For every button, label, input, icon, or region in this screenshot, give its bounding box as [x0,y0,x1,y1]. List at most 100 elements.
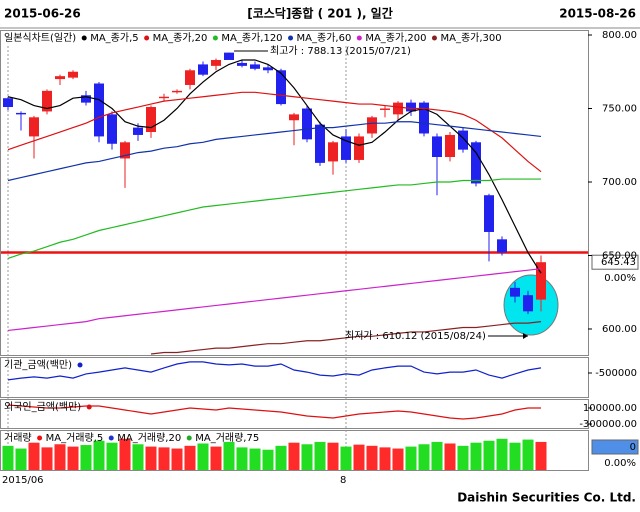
volume-bar [327,442,339,470]
legend-dot [108,435,114,441]
candle-body [445,134,455,158]
volume-panel [0,430,589,471]
volume-bar [418,444,430,470]
candle-body [523,295,533,312]
volume-bar [236,447,248,470]
candle-body [510,287,520,297]
legend-dot [37,435,43,441]
volume-bar [41,447,53,470]
legend-dot [144,35,150,41]
panel-title: 기관_금액(백만) [4,359,72,371]
volume-bar [54,444,66,470]
candle-body [42,90,52,112]
candle-body [471,142,481,184]
candle-body [185,70,195,85]
y-tick-label: 650.00 [602,250,637,261]
legend-dot [186,435,192,441]
annotation: 최고가 : 788.13 (2015/07/21) [270,45,411,57]
volume-bar [392,448,404,470]
ma-line [7,268,542,332]
legend-label: MA_거래량,5 [46,432,104,444]
y-tick-label: 700.00 [602,177,637,188]
volume-bar [431,441,443,470]
volume-bar [457,445,469,470]
candle-body [250,64,260,69]
candle-body [328,142,338,162]
volume-bar [15,448,27,470]
candle-body [393,102,403,115]
value-box [591,439,639,455]
candle-body [406,102,416,112]
volume-bar [145,446,157,470]
panel-title: 외국인_금액(백만) [4,401,81,413]
volume-bar [340,446,352,470]
volume-bar [379,447,391,470]
legend-label: MA_거래량,75 [195,432,259,444]
candle-body [302,108,312,140]
volume-bar [496,438,508,470]
change-label: 0.00% [604,273,636,284]
start-date: 2015-06-26 [4,7,81,21]
volume-bar [28,442,40,470]
value-box-label: 0 [630,442,636,453]
volume-bar [262,449,274,470]
volume-bar [405,446,417,470]
arrow-head [523,333,528,339]
candle-body [237,62,247,66]
volume-bar [93,440,105,470]
volume-bar [132,444,144,470]
footer: Daishin Securities Co. Ltd. [457,491,636,505]
volume-bar [444,443,456,470]
candle-body [419,102,429,134]
legend-dot [77,362,83,368]
volume-bar [249,448,261,470]
value-box-label: 645.43 [601,257,636,268]
volume-bar [470,442,482,470]
volume-bar [522,439,534,470]
volume-bar [197,443,209,470]
x-tick-label: 2015/06 [2,475,44,486]
end-date: 2015-08-26 [559,7,636,21]
ma-line [7,121,542,182]
candle-body [432,136,442,158]
volume-bar [301,444,313,470]
legend-label: MA_종가,5 [90,32,138,44]
volume-bar [483,440,495,470]
volume-bar [119,438,131,470]
candle-body [367,117,377,134]
candle-body [263,67,273,71]
ma-line [7,91,542,173]
foreign-panel [0,399,589,429]
change-label: 0.00% [604,458,636,469]
y-tick-label: 600.00 [602,324,637,335]
line [7,361,542,381]
panel-title: 거래량 [4,432,32,444]
legend-dot [431,35,437,41]
candle-body [497,239,507,253]
volume-bar [353,444,365,470]
line [7,404,541,420]
volume-bar [106,442,118,470]
candle-body [55,76,65,80]
candle-body [458,130,468,150]
volume-bar [314,441,326,470]
chart-title: [코스닥]종합 ( 201 ), 일간 [247,6,393,21]
legend-label: MA_거래량,20 [117,432,181,444]
chart-type: 일본식차트(일간) [4,32,76,44]
candle-body [536,262,546,300]
candle-body [289,114,299,121]
legend-label: MA_종가,300 [440,32,501,44]
volume-bar [509,442,521,470]
legend-label: MA_종가,200 [365,32,426,44]
value-box [591,254,639,270]
legend-dot [356,35,362,41]
candle-body [16,112,26,115]
annotation: 최저가 : 610.12 (2015/08/24) [345,330,486,342]
candle-body [224,52,234,60]
candle-body [120,142,130,159]
y-tick-label: 750.00 [602,103,637,114]
ma-line [150,321,542,355]
y-tick-label: 800.00 [602,30,637,41]
legend-dot [86,404,92,410]
